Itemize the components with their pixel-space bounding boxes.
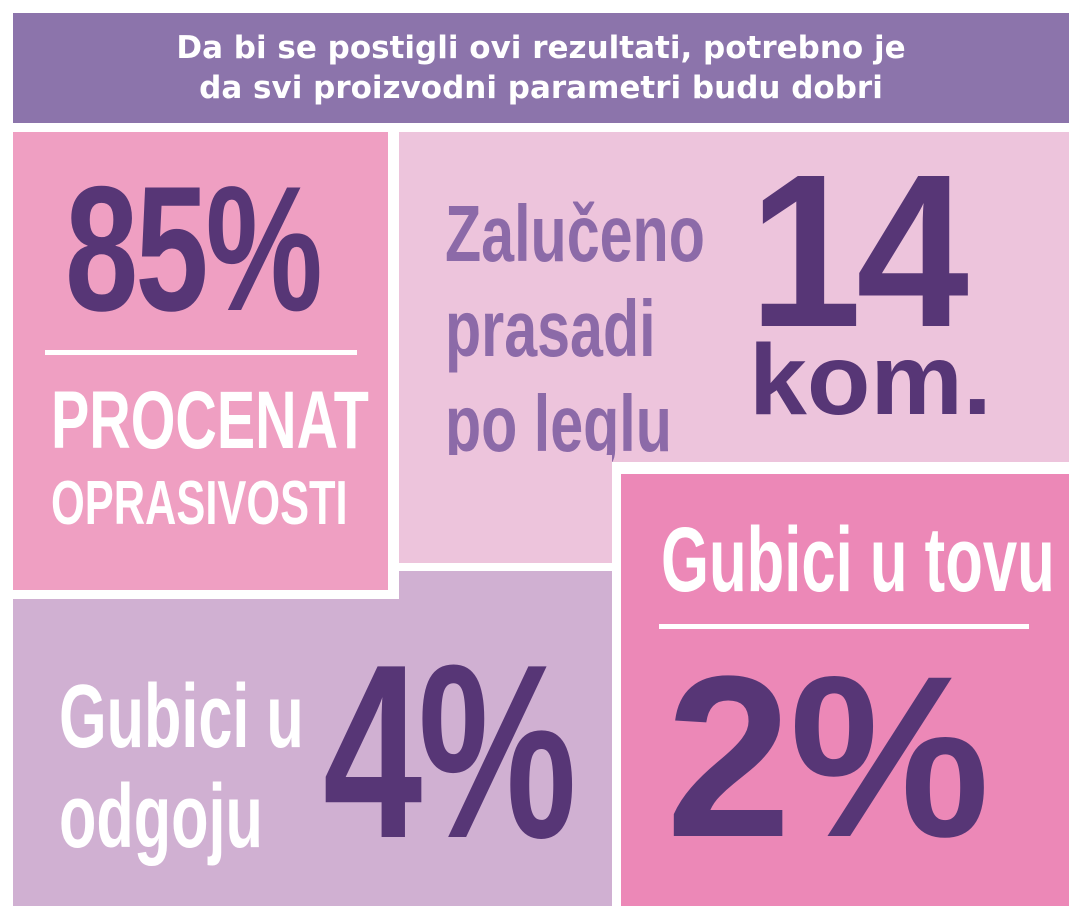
farrowing-rate-value: 85% [65,149,323,348]
weaned-piglets-text-line-1: Zalučeno [445,189,705,278]
nursery-losses-text-line-2: odgoju [59,767,263,867]
header-line-2: da svi proizvodni parametri budu dobri [199,70,883,106]
nursery-losses-text: Gubici u odgoju [59,667,304,867]
nursery-losses-text-line-1: Gubici u [59,667,304,767]
fattening-losses-label: Gubici u tovu [661,509,1055,611]
farrowing-rate-label-line-1: PROCENAT [51,375,369,466]
farrowing-rate-panel: 85% PROCENAT OPRASIVOSTI [13,132,388,590]
weaned-piglets-text-line-2: prasadi [445,284,656,373]
header-line-1: Da bi se postigli ovi rezultati, potrebn… [176,30,906,66]
fattening-losses-divider [659,624,1029,629]
weaned-piglets-unit: kom. [749,324,992,436]
weaned-piglets-panel-extension [399,455,612,563]
nursery-losses-value: 4% [323,612,577,890]
weaned-piglets-text: Zalučeno prasadi po leglu [445,186,705,462]
nursery-losses-panel-extension [399,571,612,611]
fattening-losses-value: 2% [666,628,990,885]
weaned-piglets-panel: Zalučeno prasadi po leglu 14 kom. [399,132,1069,462]
fattening-losses-panel: Gubici u tovu 2% [621,474,1069,906]
header-banner: Da bi se postigli ovi rezultati, potrebn… [13,13,1069,123]
weaned-piglets-value: 14 [749,132,969,373]
weaned-piglets-text-line-3: po leglu [445,379,672,462]
farrowing-rate-label-line-2: OPRASIVOSTI [51,469,348,538]
nursery-losses-panel: Gubici u odgoju 4% [13,599,612,906]
farrowing-rate-divider [45,350,357,355]
